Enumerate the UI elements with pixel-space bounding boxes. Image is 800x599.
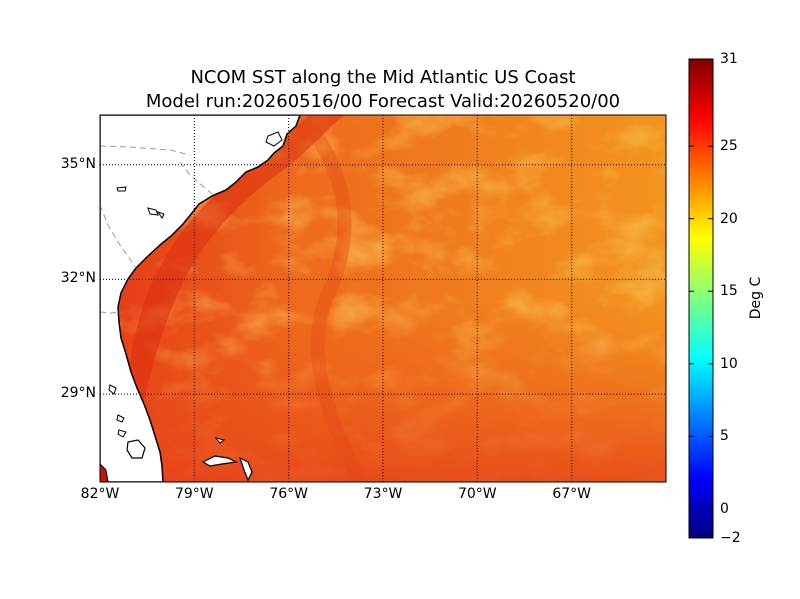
map-frame xyxy=(99,114,667,483)
pamlico-sound xyxy=(265,131,283,147)
latitude-tick-label: 32°N xyxy=(60,270,96,287)
longitude-tick-label: 76°W xyxy=(269,486,308,502)
state-border-sc-ga xyxy=(100,204,137,269)
colorbar-tick-label: 0 xyxy=(720,500,729,517)
colorbar-tick-label: −2 xyxy=(720,530,741,546)
small-island-6 xyxy=(117,429,127,438)
latitude-tick-label: 35°N xyxy=(60,155,96,172)
colorbar-tick-label: 31 xyxy=(720,51,738,67)
small-island-3 xyxy=(156,211,165,219)
longitude-tick-label: 70°W xyxy=(457,486,497,502)
state-border-nc-sc xyxy=(179,161,216,197)
small-island-1 xyxy=(116,186,127,192)
cuba-corner xyxy=(100,463,109,482)
colorbar-tick-label: 10 xyxy=(720,355,738,372)
colorbar-tick-label: 25 xyxy=(720,138,738,155)
longitude-tick-label: 73°W xyxy=(363,486,403,502)
us-east-coast-landmass xyxy=(100,115,301,482)
abaco xyxy=(238,456,253,482)
land xyxy=(100,115,301,482)
small-island-2 xyxy=(147,207,159,216)
small-island-4 xyxy=(108,384,117,395)
colorbar-tick-label: 20 xyxy=(720,210,738,227)
colorbar-tick-label: 15 xyxy=(720,283,738,300)
grand-bahama xyxy=(201,455,238,467)
state-border-ga-fl xyxy=(100,311,119,314)
map-title: NCOM SST along the Mid Atlantic US Coast xyxy=(190,67,576,88)
longitude-tick-label: 82°W xyxy=(80,486,120,502)
longitude-tick-label: 67°W xyxy=(552,486,591,502)
longitude-tick-label: 79°W xyxy=(174,486,214,502)
latitude-tick-label: 29°N xyxy=(60,385,96,402)
colorbar-label: Deg C xyxy=(748,276,764,320)
colorbar-tick-label: 5 xyxy=(720,428,729,445)
colorbar-gradient xyxy=(688,58,714,539)
map-subtitle: Model run:20260516/00 Forecast Valid:202… xyxy=(145,91,621,112)
state-border-va-nc xyxy=(100,145,191,156)
small-island-7 xyxy=(214,437,226,444)
lake-okeechobee xyxy=(126,439,146,459)
map-gridlines xyxy=(99,115,666,482)
small-island-5 xyxy=(116,414,125,423)
colorbar-tick-marks xyxy=(689,58,713,539)
